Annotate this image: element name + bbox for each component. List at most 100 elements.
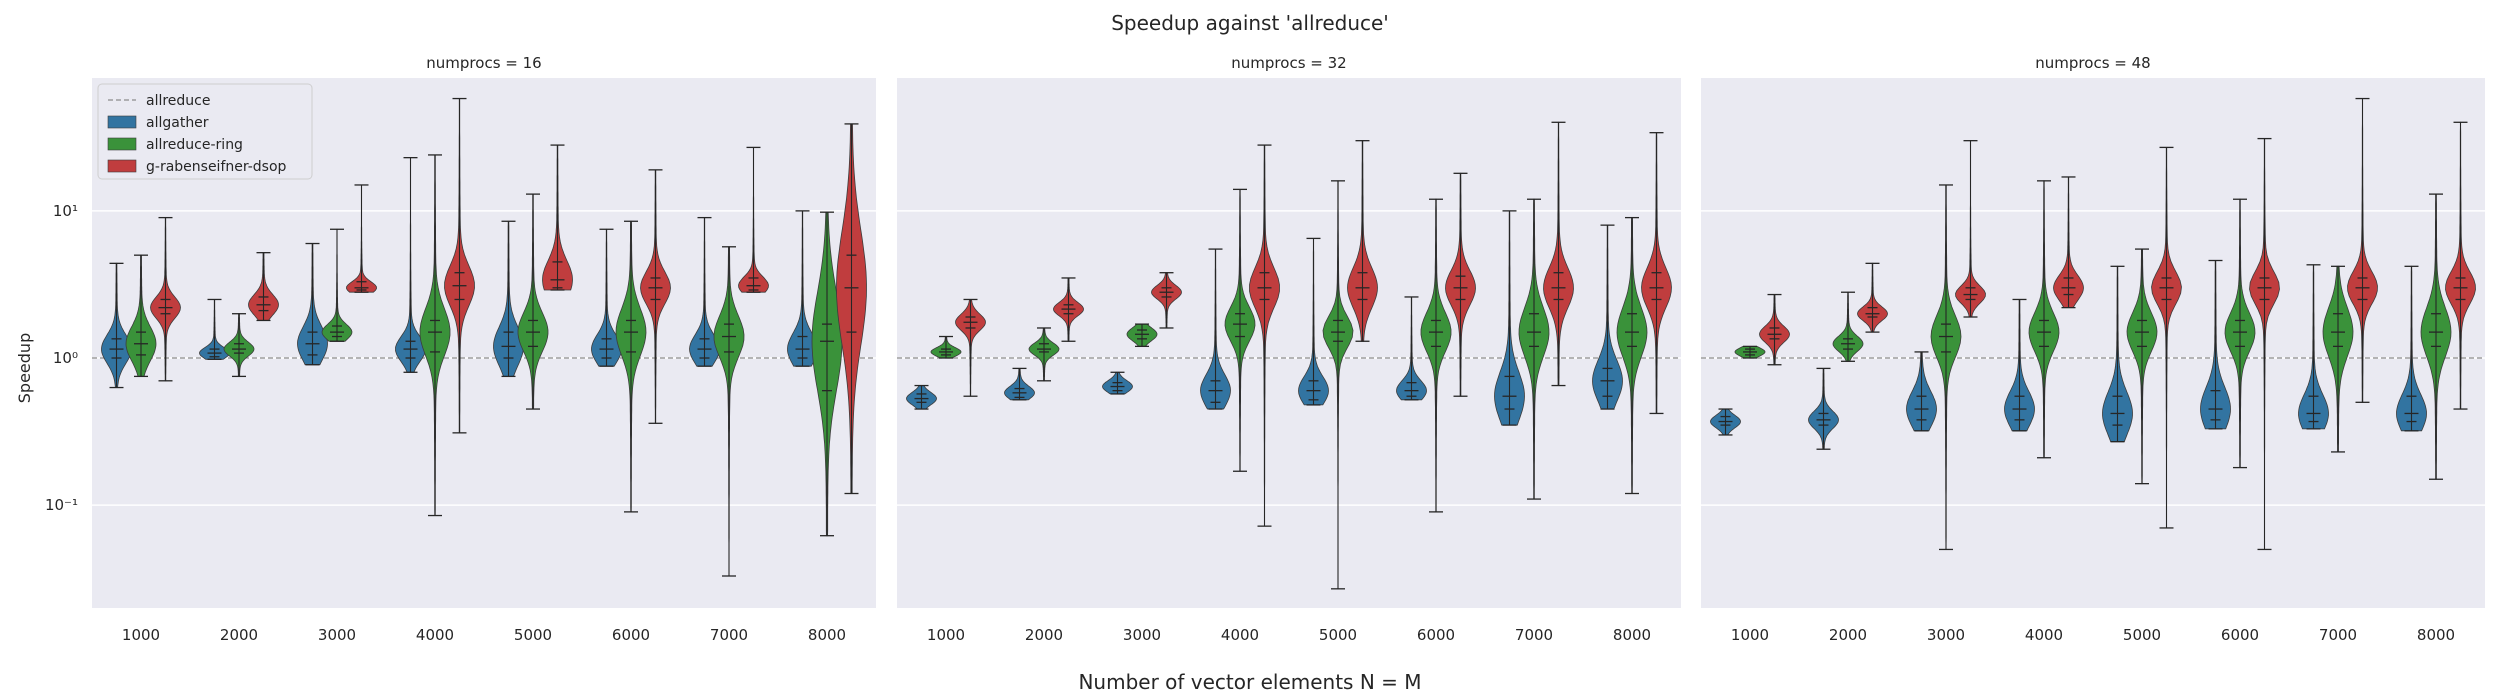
panel-background (897, 78, 1681, 608)
x-tick-label: 5000 (2123, 626, 2161, 644)
violin-g-rabenseifner-dsop-7000 (738, 146, 769, 293)
violin-allgather-8000 (1592, 224, 1623, 410)
violin-allreduce-ring-3000 (321, 228, 353, 342)
legend-entry-allgather: allgather (107, 115, 209, 131)
violin-g-rabenseifner-dsop-8000 (1641, 132, 1672, 415)
violin-g-rabenseifner-dsop-4000 (1249, 144, 1280, 527)
legend-frame (97, 83, 313, 180)
x-tick-label: 3000 (1123, 626, 1161, 644)
violin-allreduce-ring-8000 (811, 211, 843, 537)
legend-label: allreduce (146, 93, 211, 109)
violin-allreduce-ring-7000 (2322, 265, 2354, 453)
panel-title: numprocs = 48 (2035, 54, 2150, 72)
violin-allgather-1000 (101, 262, 132, 389)
violin-allgather-3000 (297, 242, 328, 366)
legend-patch-swatch (107, 137, 137, 151)
panels: numprocs = 16 1000 2000 3000 4000 5000 6000 700… (92, 54, 2485, 644)
violin-g-rabenseifner-dsop-6000 (640, 169, 671, 424)
violin-g-rabenseifner-dsop-4000 (444, 97, 475, 434)
violin-g-rabenseifner-dsop-8000 (836, 123, 867, 495)
x-tick-label: 7000 (2319, 626, 2357, 644)
violin-allreduce-ring-4000 (419, 154, 451, 517)
violin-g-rabenseifner-dsop-2000 (1857, 262, 1888, 333)
violin-allgather-7000 (1494, 210, 1525, 426)
x-tick-label: 2000 (220, 626, 258, 644)
x-tick-label: 3000 (318, 626, 356, 644)
violin-allreduce-ring-5000 (517, 193, 549, 410)
violin-allgather-5000 (2102, 265, 2133, 443)
violin-g-rabenseifner-dsop-3000 (1151, 272, 1182, 329)
violin-g-rabenseifner-dsop-7000 (2347, 97, 2378, 403)
violin-g-rabenseifner-dsop-3000 (346, 184, 377, 293)
panel-background (1701, 78, 2485, 608)
violin-allgather-4000 (395, 157, 426, 373)
x-tick-label: 4000 (1221, 626, 1259, 644)
panel-title: numprocs = 32 (1231, 54, 1346, 72)
panel-2: numprocs = 32 1000 2000 3000 4000 5000 6000 700… (897, 54, 1681, 644)
violin-allgather-1000 (906, 384, 937, 410)
violin-allreduce-ring-4000 (1224, 188, 1256, 472)
x-tick-label: 8000 (808, 626, 846, 644)
legend-label: allgather (146, 115, 209, 131)
violin-g-rabenseifner-dsop-5000 (542, 144, 573, 291)
violin-allreduce-ring-1000 (930, 335, 962, 359)
violin-allreduce-ring-2000 (1832, 291, 1864, 362)
violin-g-rabenseifner-dsop-3000 (1955, 140, 1986, 318)
violin-allgather-7000 (2298, 264, 2329, 430)
violin-allgather-5000 (493, 220, 524, 378)
x-tick-label: 7000 (710, 626, 748, 644)
violin-allreduce-ring-2000 (1028, 327, 1060, 382)
violin-allgather-8000 (2396, 265, 2427, 432)
violin-allgather-4000 (2004, 298, 2035, 432)
x-tick-label: 5000 (1319, 626, 1357, 644)
violin-allgather-2000 (199, 298, 230, 360)
violin-g-rabenseifner-dsop-5000 (1347, 140, 1378, 342)
violin-allgather-4000 (1200, 248, 1231, 410)
violin-allgather-3000 (1906, 351, 1937, 432)
violin-allreduce-ring-8000 (2420, 193, 2452, 480)
violin-g-rabenseifner-dsop-6000 (2249, 137, 2280, 551)
violin-allreduce-ring-3000 (1126, 323, 1158, 348)
violin-allgather-6000 (2200, 259, 2231, 430)
violin-g-rabenseifner-dsop-1000 (1759, 293, 1790, 366)
violin-allreduce-ring-5000 (1322, 180, 1354, 590)
x-tick-label: 6000 (1417, 626, 1455, 644)
violin-allreduce-ring-8000 (1616, 216, 1648, 495)
panel-1: numprocs = 16 1000 2000 3000 4000 5000 6000 700… (92, 54, 876, 644)
violin-allreduce-ring-7000 (1518, 198, 1550, 500)
violin-g-rabenseifner-dsop-4000 (2053, 176, 2084, 309)
legend-entry-g-rabenseifner-dsop: g-rabenseifner-dsop (107, 159, 287, 175)
violin-g-rabenseifner-dsop-7000 (1543, 121, 1574, 387)
violin-allreduce-ring-3000 (1930, 184, 1962, 551)
violin-allreduce-ring-4000 (2028, 180, 2060, 459)
x-tick-label: 8000 (2417, 626, 2455, 644)
legend-label: allreduce-ring (146, 137, 243, 153)
y-tick-label: 10⁰ (53, 349, 78, 367)
x-tick-label: 3000 (1927, 626, 1965, 644)
x-tick-label: 6000 (612, 626, 650, 644)
violin-g-rabenseifner-dsop-6000 (1445, 172, 1476, 397)
violin-g-rabenseifner-dsop-8000 (2445, 121, 2476, 410)
violin-g-rabenseifner-dsop-1000 (955, 298, 986, 397)
violin-allreduce-ring-7000 (713, 246, 745, 577)
x-tick-label: 7000 (1515, 626, 1553, 644)
x-tick-label: 5000 (514, 626, 552, 644)
violin-allgather-2000 (1004, 367, 1035, 401)
violin-allgather-8000 (787, 210, 818, 367)
x-tick-label: 1000 (122, 626, 160, 644)
x-tick-label: 2000 (1829, 626, 1867, 644)
violin-g-rabenseifner-dsop-2000 (248, 252, 279, 322)
violin-allgather-7000 (689, 216, 720, 367)
violin-allreduce-ring-6000 (2224, 198, 2256, 469)
violin-g-rabenseifner-dsop-2000 (1053, 277, 1084, 342)
violin-g-rabenseifner-dsop-1000 (150, 216, 181, 382)
violin-allreduce-ring-6000 (615, 220, 647, 513)
violin-allgather-1000 (1710, 408, 1741, 436)
violin-allgather-5000 (1298, 237, 1329, 406)
violin-g-rabenseifner-dsop-5000 (2151, 146, 2182, 529)
x-axis-label: Number of vector elements N = M (1078, 670, 1421, 694)
legend-entry-allreduce: allreduce (108, 93, 211, 109)
violin-allgather-3000 (1102, 371, 1133, 395)
x-tick-label: 8000 (1613, 626, 1651, 644)
x-tick-label: 4000 (416, 626, 454, 644)
